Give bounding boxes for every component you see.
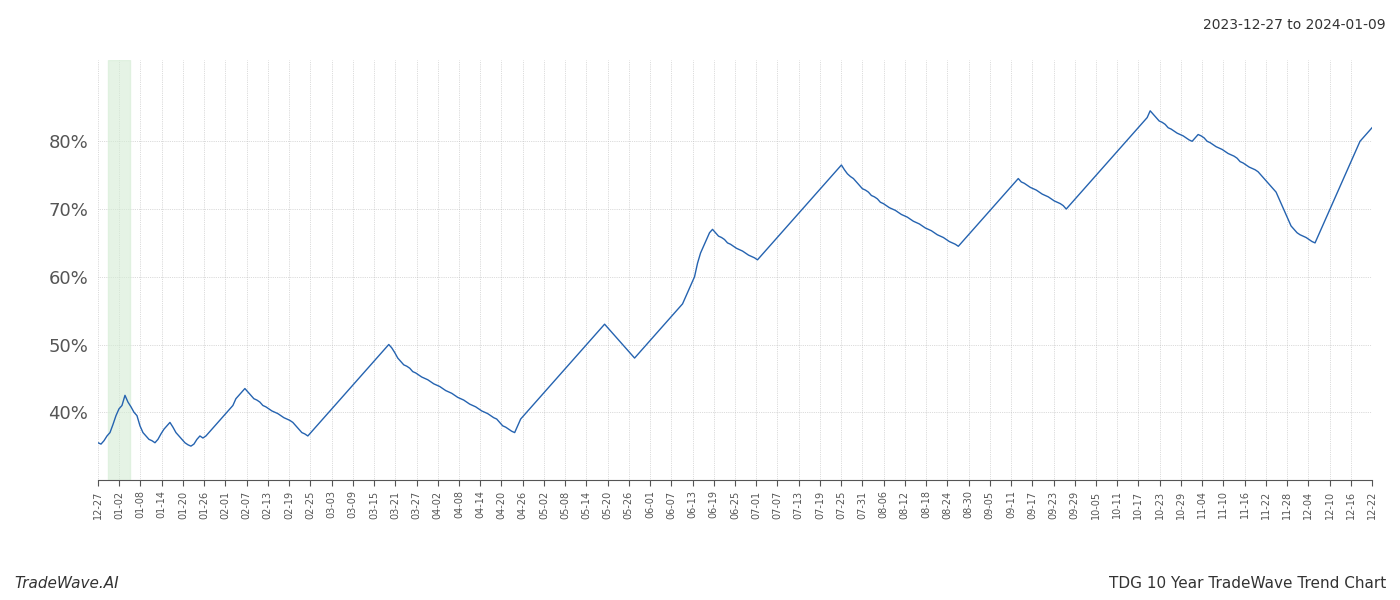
Text: TDG 10 Year TradeWave Trend Chart: TDG 10 Year TradeWave Trend Chart [1109, 576, 1386, 591]
Bar [108, 60, 130, 480]
Text: TradeWave.AI: TradeWave.AI [14, 576, 119, 591]
Text: 2023-12-27 to 2024-01-09: 2023-12-27 to 2024-01-09 [1204, 18, 1386, 32]
